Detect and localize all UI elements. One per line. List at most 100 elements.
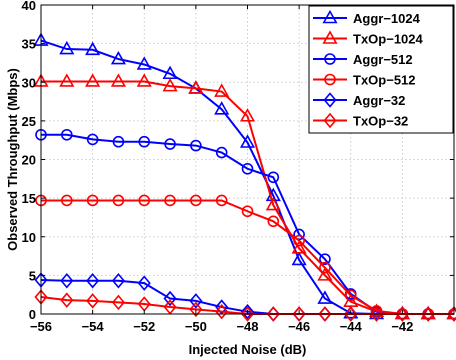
data-point bbox=[395, 306, 409, 322]
legend: Aggr−1024 TxOp−1024 Aggr−512 TxOp−512 Aggr−3… bbox=[308, 5, 454, 134]
data-point bbox=[291, 240, 307, 254]
legend-marker bbox=[323, 112, 337, 129]
data-point bbox=[111, 294, 125, 311]
data-point bbox=[59, 73, 75, 87]
data-point bbox=[421, 306, 435, 322]
data-point bbox=[215, 194, 228, 207]
data-point bbox=[215, 303, 229, 320]
x-tick-label: −44 bbox=[340, 319, 363, 334]
data-point bbox=[110, 73, 127, 87]
data-point bbox=[240, 306, 255, 322]
data-point bbox=[344, 289, 357, 302]
legend-item: TxOp−512 bbox=[313, 73, 416, 88]
data-point bbox=[344, 306, 358, 322]
legend-box bbox=[308, 5, 454, 134]
data-point bbox=[137, 275, 151, 291]
data-point bbox=[317, 290, 333, 304]
x-tick-label: −42 bbox=[391, 319, 413, 334]
x-tick-label: −52 bbox=[133, 319, 155, 334]
data-point bbox=[293, 234, 305, 247]
data-point bbox=[138, 194, 151, 207]
legend-item: Aggr−32 bbox=[313, 92, 405, 108]
data-point bbox=[190, 139, 202, 152]
legend-item: Aggr−512 bbox=[313, 52, 413, 67]
data-point bbox=[136, 56, 152, 70]
data-point bbox=[318, 306, 332, 322]
data-point bbox=[265, 196, 281, 211]
legend-label: Aggr−32 bbox=[353, 93, 405, 108]
data-point bbox=[138, 135, 151, 148]
data-point bbox=[267, 171, 280, 184]
y-tick-label: 30 bbox=[22, 75, 36, 90]
data-point bbox=[86, 293, 100, 309]
legend-item: TxOp−1024 bbox=[313, 30, 424, 47]
data-point bbox=[164, 138, 176, 150]
legend-marker bbox=[324, 73, 336, 86]
data-point bbox=[370, 305, 383, 317]
data-point bbox=[240, 303, 255, 320]
legend-label: Aggr−512 bbox=[353, 52, 413, 67]
data-point bbox=[239, 108, 256, 122]
data-point bbox=[215, 146, 228, 159]
data-point bbox=[60, 292, 74, 308]
series-circle-blue bbox=[35, 128, 456, 320]
data-point bbox=[61, 128, 73, 141]
legend-marker bbox=[323, 92, 337, 108]
data-point bbox=[86, 133, 99, 146]
data-point bbox=[317, 267, 333, 281]
y-tick-label: 0 bbox=[29, 307, 36, 322]
data-point bbox=[112, 135, 125, 148]
data-point bbox=[85, 73, 101, 87]
data-point bbox=[110, 50, 127, 65]
data-point bbox=[164, 194, 176, 207]
x-tick-label: −56 bbox=[30, 319, 52, 334]
y-tick-label: 40 bbox=[22, 0, 36, 13]
data-point bbox=[162, 77, 178, 92]
y-tick-label: 10 bbox=[22, 230, 36, 245]
data-point bbox=[60, 273, 74, 289]
legend-label: TxOp−512 bbox=[353, 73, 416, 88]
legend-label: TxOp−1024 bbox=[353, 32, 424, 47]
data-point bbox=[319, 253, 331, 265]
data-point bbox=[214, 101, 230, 115]
data-point bbox=[188, 80, 204, 94]
y-axis-label: Observed Throughput (Mbps) bbox=[5, 68, 20, 251]
x-tick-label: −54 bbox=[82, 319, 105, 334]
legend-marker bbox=[322, 9, 338, 24]
y-tick-label: 20 bbox=[22, 153, 36, 168]
data-point bbox=[241, 162, 254, 175]
data-point bbox=[266, 306, 280, 322]
data-point bbox=[267, 215, 280, 228]
legend-item: TxOp−32 bbox=[313, 112, 408, 129]
legend-item: Aggr−1024 bbox=[313, 9, 421, 26]
legend-marker bbox=[324, 53, 336, 65]
y-tick-label: 25 bbox=[22, 114, 36, 129]
x-tick-label: −46 bbox=[288, 319, 310, 334]
data-point bbox=[86, 194, 99, 207]
data-point bbox=[190, 194, 202, 207]
data-point bbox=[189, 293, 203, 309]
data-point bbox=[343, 293, 359, 307]
data-point bbox=[136, 73, 152, 87]
data-point bbox=[189, 301, 203, 318]
data-point bbox=[370, 306, 384, 322]
legend-label: Aggr−1024 bbox=[353, 11, 421, 26]
data-point bbox=[112, 194, 125, 207]
data-point bbox=[239, 134, 256, 148]
data-point bbox=[59, 40, 75, 55]
data-point bbox=[61, 194, 73, 207]
data-point bbox=[85, 41, 101, 56]
x-tick-label: −50 bbox=[185, 319, 207, 334]
legend-label: TxOp−32 bbox=[353, 114, 408, 129]
x-tick-label: −48 bbox=[236, 319, 258, 334]
legend-marker bbox=[322, 30, 338, 44]
y-tick-label: 15 bbox=[22, 191, 36, 206]
data-point bbox=[163, 290, 177, 307]
data-point bbox=[291, 251, 307, 266]
data-point bbox=[319, 261, 331, 274]
y-tick-label: 5 bbox=[29, 268, 36, 283]
data-point bbox=[86, 273, 100, 289]
y-tick-label: 35 bbox=[22, 37, 36, 52]
data-point bbox=[111, 273, 125, 289]
